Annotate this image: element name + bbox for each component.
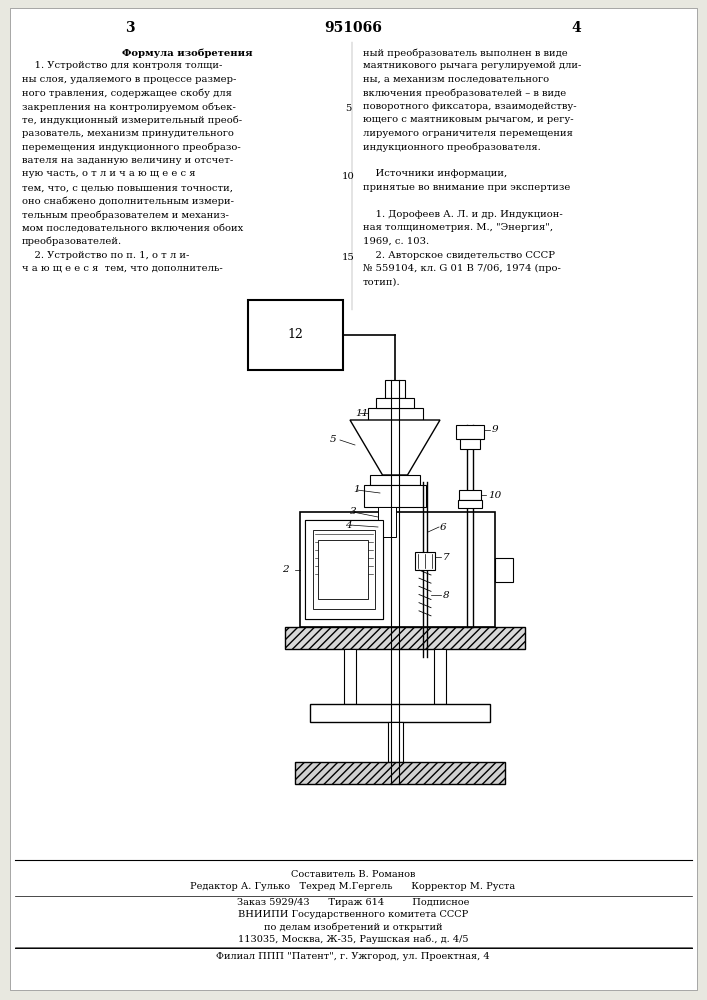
Text: 9: 9 [492,426,498,434]
Text: 10: 10 [488,490,501,499]
Text: 11: 11 [355,408,368,418]
Text: принятые во внимание при экспертизе: принятые во внимание при экспертизе [363,183,571,192]
Text: преобразователей.: преобразователей. [22,237,122,246]
Text: Филиал ППП "Патент", г. Ужгород, ул. Проектная, 4: Филиал ППП "Патент", г. Ужгород, ул. Про… [216,952,490,961]
Bar [310,704,490,722]
Text: 5: 5 [330,436,337,444]
Text: 2: 2 [282,565,288,574]
Bar [300,512,495,627]
Text: ны слоя, удаляемого в процессе размер-: ны слоя, удаляемого в процессе размер- [22,75,236,84]
Bar [459,490,481,500]
Text: 3: 3 [350,508,356,516]
Text: те, индукционный измерительный преоб-: те, индукционный измерительный преоб- [22,115,242,125]
Text: 12: 12 [288,328,303,342]
Text: ную часть, о т л и ч а ю щ е е с я: ную часть, о т л и ч а ю щ е е с я [22,169,196,178]
Bar [295,762,505,784]
Text: тельным преобразователем и механиз-: тельным преобразователем и механиз- [22,210,229,220]
Text: ч а ю щ е е с я  тем, что дополнитель-: ч а ю щ е е с я тем, что дополнитель- [22,264,223,273]
Bar [305,520,383,619]
Bar [378,507,396,537]
Text: вателя на заданную величину и отсчет-: вателя на заданную величину и отсчет- [22,156,233,165]
Text: перемещения индукционного преобразо-: перемещения индукционного преобразо- [22,142,241,152]
Bar [495,558,513,582]
Text: 10: 10 [341,172,354,181]
Polygon shape [350,420,440,475]
Text: лируемого ограничителя перемещения: лируемого ограничителя перемещения [363,129,573,138]
Text: закрепления на контролируемом объек-: закрепления на контролируемом объек- [22,102,236,111]
Text: 15: 15 [341,253,354,262]
Text: разователь, механизм принудительного: разователь, механизм принудительного [22,129,234,138]
Text: 4: 4 [345,520,351,530]
Text: Заказ 5929/43      Тираж 614         Подписное: Заказ 5929/43 Тираж 614 Подписное [237,898,469,907]
Text: 6: 6 [440,522,447,532]
Text: 113035, Москва, Ж-35, Раушская наб., д. 4/5: 113035, Москва, Ж-35, Раушская наб., д. … [238,934,468,944]
Text: оно снабжено дополнительным измери-: оно снабжено дополнительным измери- [22,196,234,206]
Bar [456,425,484,439]
Text: 5: 5 [345,104,351,113]
Bar [313,530,375,609]
Text: 7: 7 [443,552,450,562]
Text: мом последовательного включения обоих: мом последовательного включения обоих [22,224,243,232]
Bar [305,520,383,619]
Text: поворотного фиксатора, взаимодейству-: поворотного фиксатора, взаимодейству- [363,102,577,111]
Text: тем, что, с целью повышения точности,: тем, что, с целью повышения точности, [22,183,233,192]
Text: № 559104, кл. G 01 B 7/06, 1974 (про-: № 559104, кл. G 01 B 7/06, 1974 (про- [363,264,561,273]
Text: включения преобразователей – в виде: включения преобразователей – в виде [363,89,566,98]
Text: Составитель В. Романов: Составитель В. Романов [291,870,415,879]
Text: Редактор А. Гулько   Техред М.Гергель      Корректор М. Руста: Редактор А. Гулько Техред М.Гергель Корр… [190,882,515,891]
Bar [285,627,525,649]
Bar [364,485,426,507]
Text: ная толщинометрия. М., "Энергия",: ная толщинометрия. М., "Энергия", [363,224,553,232]
Text: 1969, с. 103.: 1969, с. 103. [363,237,429,246]
Bar [318,540,368,599]
Text: 1. Устройство для контроля толщи-: 1. Устройство для контроля толщи- [22,62,223,70]
Text: ВНИИПИ Государственного комитета СССР: ВНИИПИ Государственного комитета СССР [238,910,468,919]
Text: 2. Авторское свидетельство СССР: 2. Авторское свидетельство СССР [363,250,555,259]
Text: Формула изобретения: Формула изобретения [122,48,252,57]
Text: ющего с маятниковым рычагом, и регу-: ющего с маятниковым рычагом, и регу- [363,115,573,124]
Text: ный преобразователь выполнен в виде: ный преобразователь выполнен в виде [363,48,568,57]
Bar [344,649,356,704]
Bar [458,500,482,508]
Bar [387,722,402,762]
Text: ны, а механизм последовательного: ны, а механизм последовательного [363,75,549,84]
Bar [248,300,343,370]
Text: 1. Дорофеев А. Л. и др. Индукцион-: 1. Дорофеев А. Л. и др. Индукцион- [363,210,563,219]
Text: 4: 4 [571,21,581,35]
Text: маятникового рычага регулируемой дли-: маятникового рычага регулируемой дли- [363,62,581,70]
Bar [385,380,405,398]
Bar [376,398,414,408]
Text: тотип).: тотип). [363,277,401,286]
Bar [434,649,446,704]
Text: 2. Устройство по п. 1, о т л и-: 2. Устройство по п. 1, о т л и- [22,250,189,259]
Text: 951066: 951066 [324,21,382,35]
Text: 1: 1 [353,486,360,494]
Bar [415,552,435,570]
Text: индукционного преобразователя.: индукционного преобразователя. [363,142,541,152]
Bar [368,408,423,420]
Text: 8: 8 [443,590,450,599]
Text: по делам изобретений и открытий: по делам изобретений и открытий [264,922,443,932]
Text: 3: 3 [125,21,135,35]
Text: Источники информации,: Источники информации, [363,169,507,178]
Bar [460,439,480,449]
Text: ного травления, содержащее скобу для: ного травления, содержащее скобу для [22,89,232,98]
Bar [370,475,420,485]
